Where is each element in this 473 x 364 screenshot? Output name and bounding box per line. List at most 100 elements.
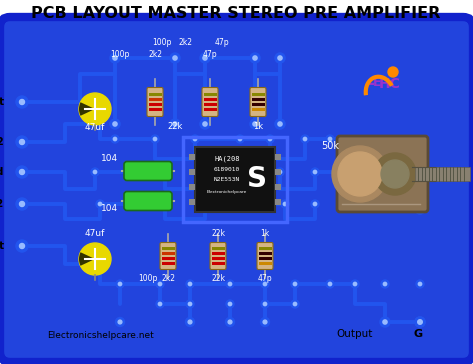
Text: 47p: 47p: [258, 274, 272, 283]
Circle shape: [110, 119, 120, 129]
Bar: [252, 103, 264, 106]
Text: 100p: 100p: [110, 50, 130, 59]
Text: 22k: 22k: [167, 122, 183, 131]
Bar: [203, 98, 217, 101]
Circle shape: [96, 200, 104, 208]
Bar: [149, 103, 161, 106]
Circle shape: [250, 53, 260, 63]
Circle shape: [19, 202, 25, 206]
Circle shape: [281, 200, 289, 208]
Text: 100p: 100p: [138, 274, 158, 283]
Text: E: E: [373, 75, 381, 88]
Bar: [252, 98, 264, 101]
FancyBboxPatch shape: [210, 242, 226, 269]
Circle shape: [263, 320, 267, 324]
Text: Output: Output: [337, 329, 373, 339]
Bar: [259, 252, 272, 255]
Circle shape: [418, 207, 422, 211]
Circle shape: [338, 152, 382, 196]
Bar: [195, 146, 275, 211]
Circle shape: [326, 280, 334, 288]
Circle shape: [311, 200, 319, 208]
Bar: [259, 257, 272, 260]
Circle shape: [303, 137, 307, 141]
Text: G: G: [413, 329, 422, 339]
Circle shape: [200, 53, 210, 63]
Circle shape: [228, 302, 232, 306]
Text: Input: Input: [0, 97, 4, 107]
Bar: [275, 169, 281, 174]
Circle shape: [79, 93, 111, 125]
Circle shape: [173, 56, 177, 60]
Circle shape: [301, 135, 309, 143]
Bar: [149, 93, 161, 96]
Circle shape: [266, 135, 274, 143]
Bar: [211, 257, 225, 260]
Text: Gnd: Gnd: [0, 167, 4, 177]
Circle shape: [161, 200, 169, 208]
Text: HC: HC: [379, 77, 401, 91]
Text: Input: Input: [0, 241, 4, 251]
Bar: [149, 108, 161, 111]
Circle shape: [353, 282, 357, 286]
Bar: [415, 167, 470, 181]
Circle shape: [173, 122, 177, 126]
Bar: [252, 108, 264, 111]
Bar: [161, 262, 175, 265]
Bar: [189, 198, 195, 205]
Bar: [252, 93, 264, 96]
Bar: [149, 98, 161, 101]
Circle shape: [19, 170, 25, 174]
FancyBboxPatch shape: [124, 162, 172, 181]
FancyBboxPatch shape: [202, 87, 218, 116]
Bar: [161, 247, 175, 250]
Bar: [275, 154, 281, 159]
Text: S: S: [247, 165, 267, 193]
Circle shape: [158, 302, 162, 306]
Circle shape: [418, 320, 422, 324]
Circle shape: [151, 135, 159, 143]
Circle shape: [228, 320, 232, 324]
Circle shape: [228, 282, 232, 286]
Bar: [189, 183, 195, 190]
Bar: [259, 247, 272, 250]
Circle shape: [126, 168, 134, 176]
Circle shape: [19, 139, 25, 145]
Bar: [211, 252, 225, 255]
Circle shape: [263, 302, 267, 306]
Text: 47uf: 47uf: [85, 123, 105, 132]
Bar: [211, 262, 225, 265]
FancyBboxPatch shape: [250, 87, 266, 116]
Bar: [161, 257, 175, 260]
Circle shape: [170, 53, 180, 63]
FancyBboxPatch shape: [147, 87, 163, 116]
Circle shape: [381, 280, 389, 288]
Circle shape: [226, 280, 234, 288]
Text: 2k2: 2k2: [178, 38, 192, 47]
Circle shape: [268, 137, 272, 141]
Circle shape: [291, 280, 299, 288]
Circle shape: [293, 302, 297, 306]
Circle shape: [375, 154, 415, 194]
Text: -: -: [368, 75, 375, 93]
Circle shape: [253, 122, 257, 126]
Bar: [211, 247, 225, 250]
Circle shape: [246, 200, 254, 208]
Circle shape: [388, 67, 398, 77]
Circle shape: [115, 317, 124, 327]
Bar: [203, 93, 217, 96]
Circle shape: [198, 170, 201, 174]
Circle shape: [110, 53, 120, 63]
FancyBboxPatch shape: [337, 136, 428, 212]
Circle shape: [118, 282, 122, 286]
Circle shape: [381, 160, 409, 188]
Text: 47p: 47p: [203, 50, 217, 59]
Circle shape: [201, 200, 209, 208]
Circle shape: [283, 202, 287, 206]
Text: Electronicshelpcare.net: Electronicshelpcare.net: [47, 332, 153, 340]
Circle shape: [113, 122, 117, 126]
Bar: [189, 154, 195, 159]
Text: PCB LAYOUT MASTER STEREO PRE AMPLIFIER: PCB LAYOUT MASTER STEREO PRE AMPLIFIER: [31, 7, 441, 21]
Circle shape: [351, 280, 359, 288]
Text: 104: 104: [101, 154, 119, 163]
